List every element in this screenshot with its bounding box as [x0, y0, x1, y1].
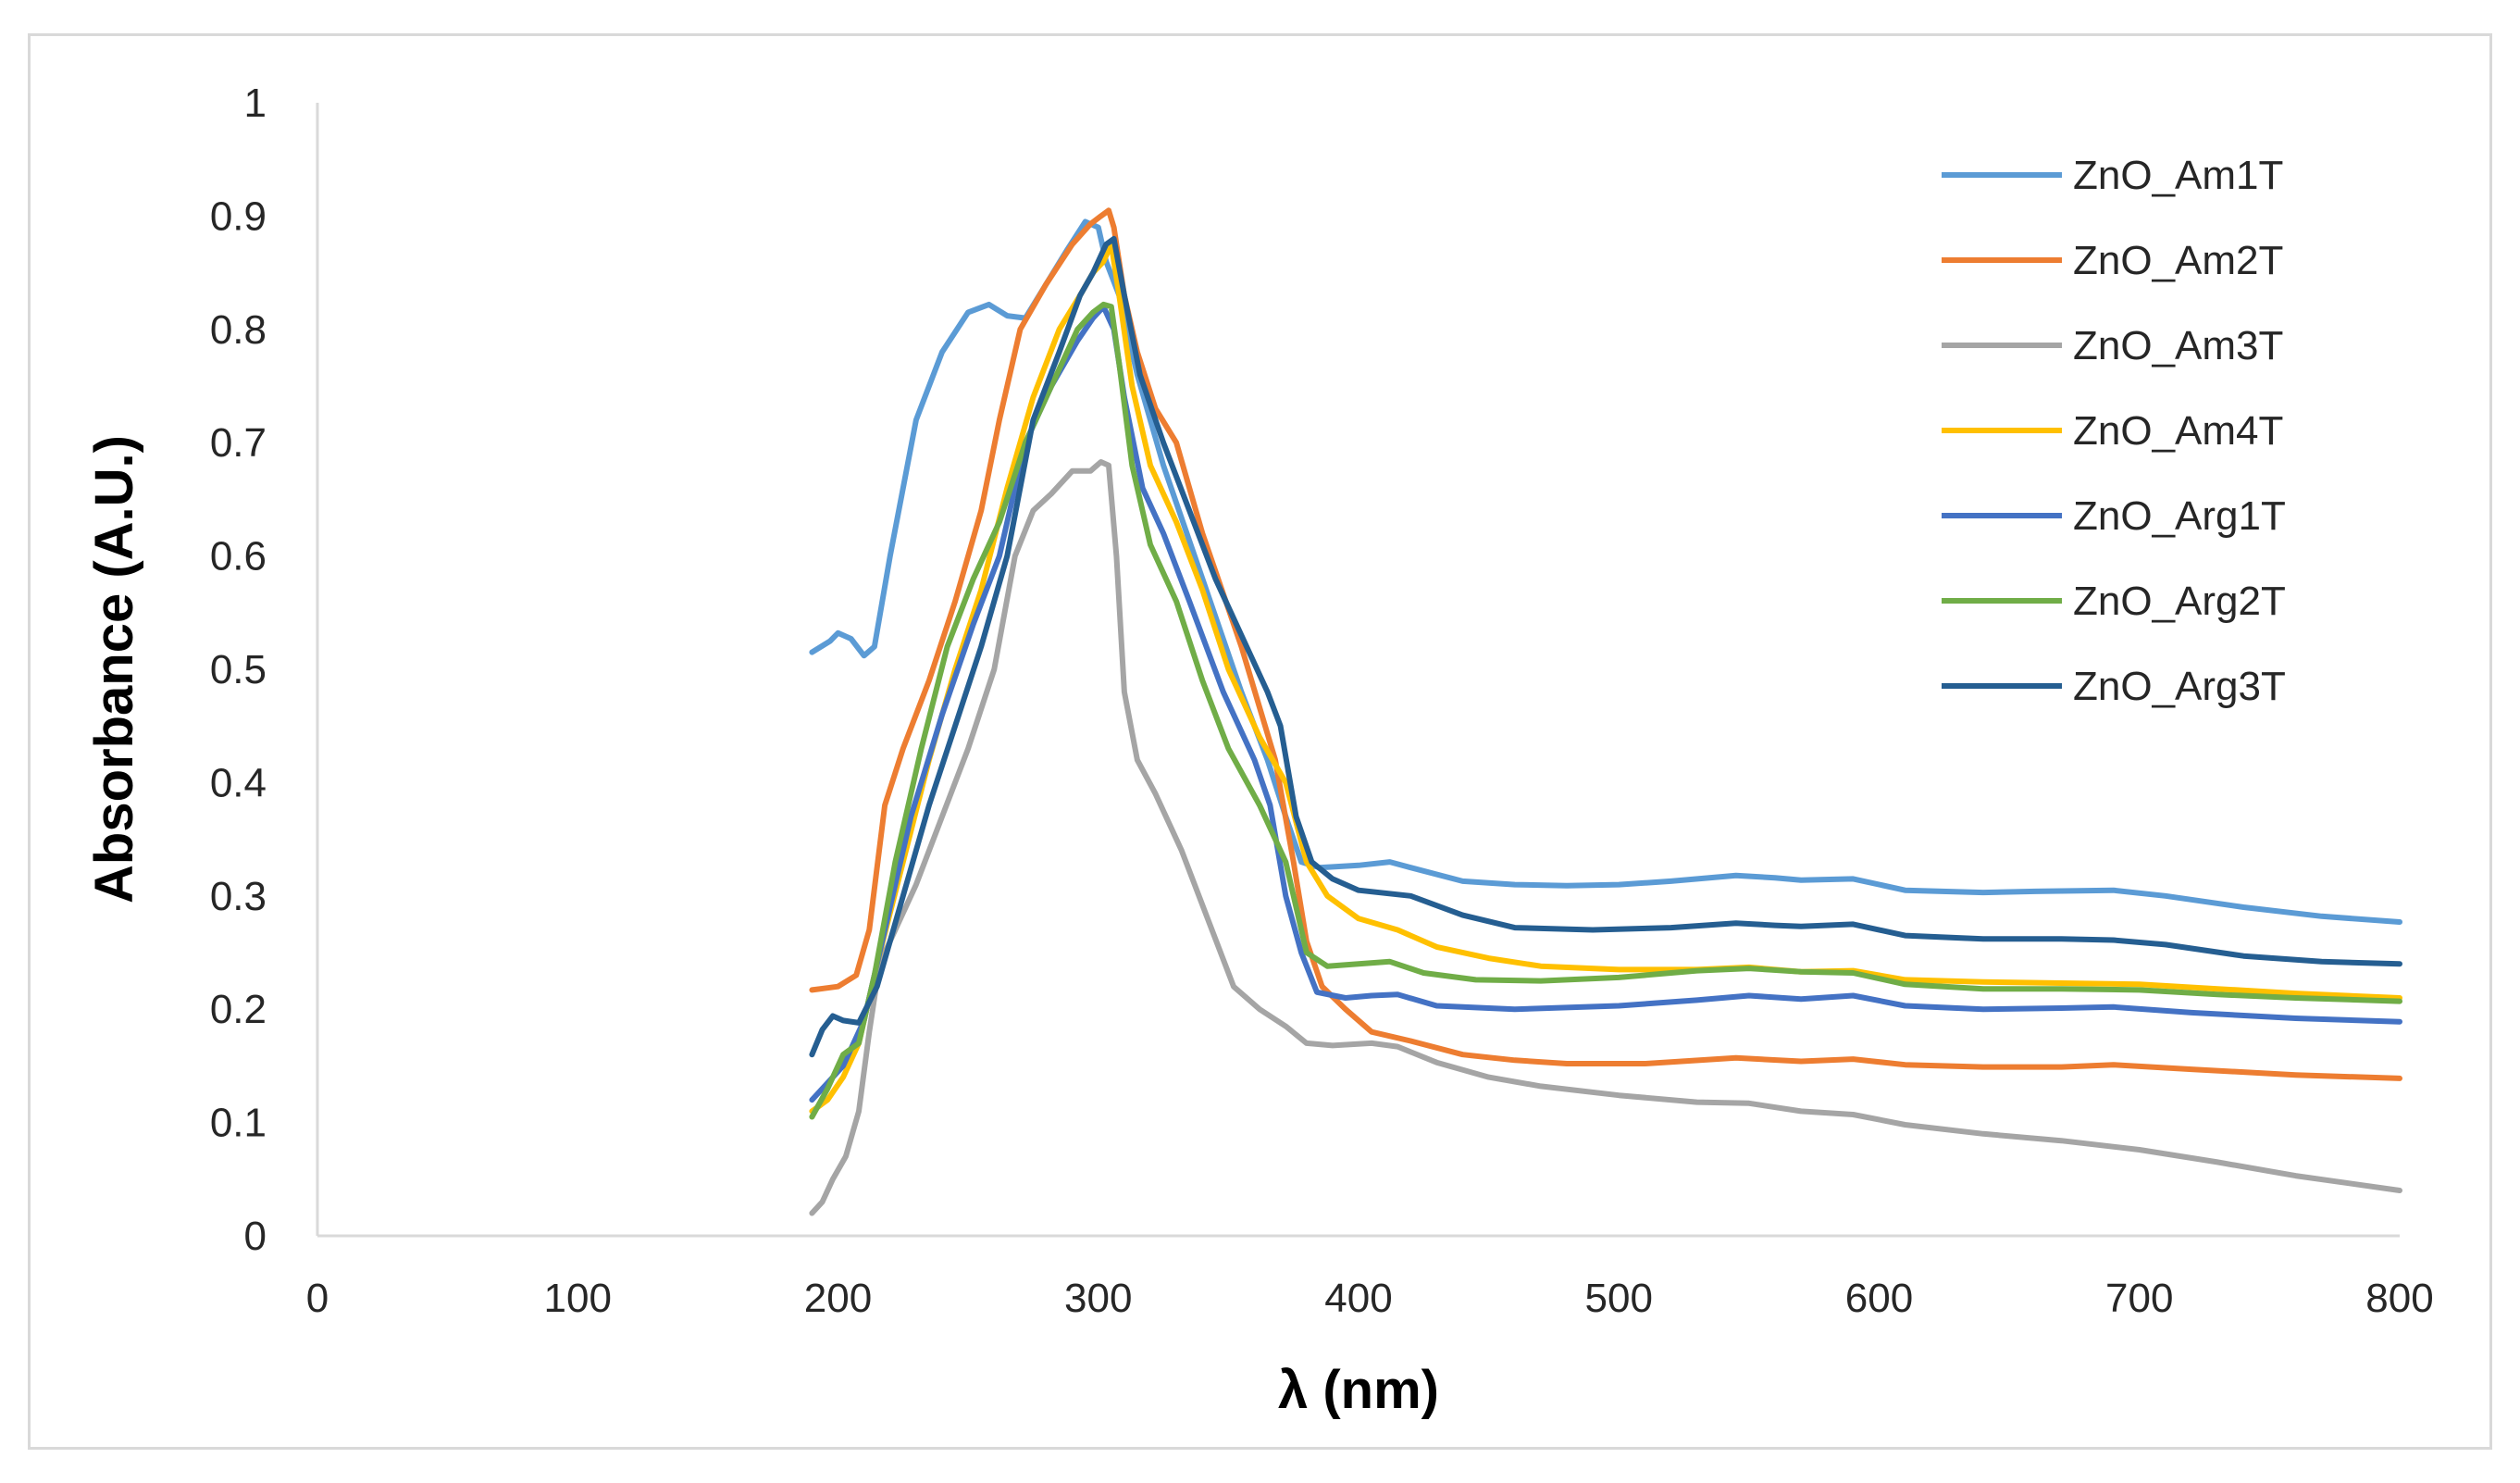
y-tick-label: 0.4 [210, 760, 267, 805]
y-tick-label: 0.3 [210, 874, 267, 919]
x-tick-label: 800 [2365, 1276, 2433, 1321]
axes [316, 103, 2400, 1238]
x-axis-title: λ (nm) [1278, 1360, 1439, 1420]
chart-frame: 0 0.1 0.2 0.3 0.4 0.5 0.6 0.7 0.8 0.9 1 0 100 200 300… [28, 33, 2492, 1450]
series-lines [809, 207, 2402, 1216]
y-tick-label: 0.6 [210, 534, 267, 579]
legend-label: ZnO_Am4T [2073, 408, 2283, 454]
x-tick-label: 400 [1324, 1276, 1392, 1321]
x-tick-label: 200 [804, 1276, 872, 1321]
series-line-zno-am1t [809, 218, 2402, 925]
x-tick-label: 0 [306, 1276, 329, 1321]
y-tick-label: 1 [244, 81, 267, 126]
y-tick-label: 0.8 [210, 307, 267, 353]
legend-label: ZnO_Am3T [2073, 323, 2283, 368]
y-tick-label: 0.2 [210, 987, 267, 1032]
y-tick-label: 0 [244, 1214, 267, 1259]
x-tick-label: 700 [2105, 1276, 2173, 1321]
absorbance-chart: 0 0.1 0.2 0.3 0.4 0.5 0.6 0.7 0.8 0.9 1 0 100 200 300… [84, 81, 2434, 1420]
legend: ZnO_Am1T ZnO_Am2T ZnO_Am3T ZnO_Am4T ZnO_Arg1… [1942, 153, 2286, 709]
x-tick-label: 100 [544, 1276, 612, 1321]
x-tick-label: 300 [1064, 1276, 1132, 1321]
series-line-zno-arg1t [809, 304, 2402, 1103]
legend-label: ZnO_Arg3T [2073, 664, 2286, 709]
y-tick-label: 0.9 [210, 193, 267, 239]
y-tick-label: 0.5 [210, 647, 267, 692]
y-tick-labels: 0 0.1 0.2 0.3 0.4 0.5 0.6 0.7 0.8 0.9 1 [210, 81, 267, 1259]
legend-label: ZnO_Am2T [2073, 238, 2283, 283]
x-tick-label: 600 [1845, 1276, 1913, 1321]
series-line-zno-arg2t [809, 301, 2402, 1120]
x-tick-label: 500 [1585, 1276, 1653, 1321]
legend-label: ZnO_Arg1T [2073, 493, 2286, 539]
series-line-zno-arg3t [809, 235, 2402, 1058]
y-axis-title: Absorbance (A.U.) [84, 435, 144, 904]
legend-label: ZnO_Arg2T [2073, 579, 2286, 624]
legend-label: ZnO_Am1T [2073, 153, 2283, 198]
x-tick-labels: 0 100 200 300 400 500 600 700 800 [306, 1276, 2434, 1321]
y-tick-label: 0.1 [210, 1101, 267, 1146]
y-tick-label: 0.7 [210, 420, 267, 466]
series-line-zno-am3t [809, 459, 2402, 1216]
